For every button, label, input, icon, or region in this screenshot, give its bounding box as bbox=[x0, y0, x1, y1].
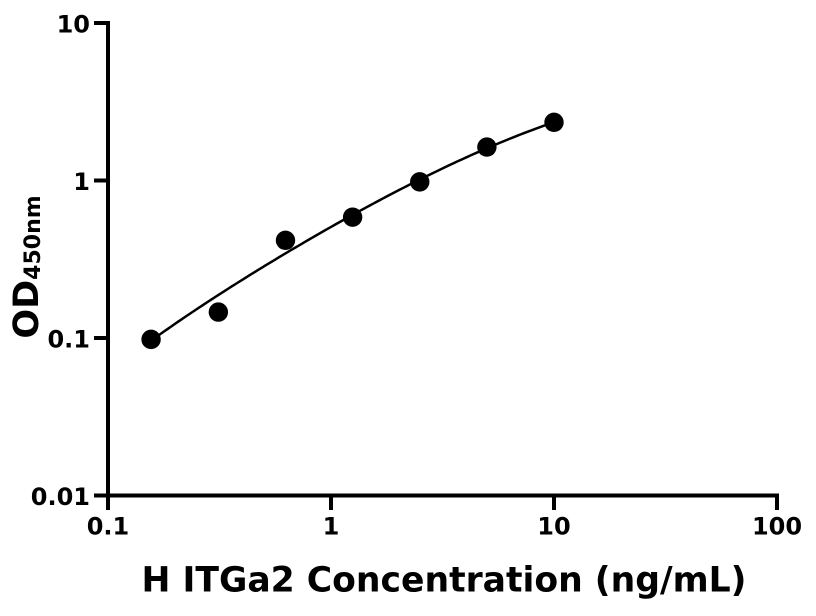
data-point bbox=[544, 112, 564, 133]
y-tick-label: 0.01 bbox=[31, 483, 90, 511]
y-tick-label: 1 bbox=[73, 168, 90, 196]
y-axis-title: OD450nm bbox=[7, 195, 47, 338]
y-axis-title-subscript: 450nm bbox=[21, 195, 46, 280]
x-tick-label: 0.1 bbox=[87, 513, 130, 541]
x-tick-label: 100 bbox=[752, 513, 802, 541]
data-point bbox=[410, 172, 430, 192]
y-tick-label: 10 bbox=[57, 11, 90, 39]
y-axis-title-main: OD bbox=[7, 280, 47, 339]
data-point bbox=[208, 302, 229, 322]
x-axis-title: H ITGa2 Concentration (ng/mL) bbox=[142, 561, 747, 601]
x-tick-label: 10 bbox=[537, 513, 570, 541]
data-point bbox=[141, 329, 161, 350]
y-tick-label: 0.1 bbox=[47, 326, 90, 354]
data-point bbox=[275, 230, 296, 251]
x-tick-label: 1 bbox=[323, 513, 340, 541]
plot-layer bbox=[141, 112, 564, 350]
data-point bbox=[342, 207, 363, 227]
data-point bbox=[477, 137, 497, 157]
